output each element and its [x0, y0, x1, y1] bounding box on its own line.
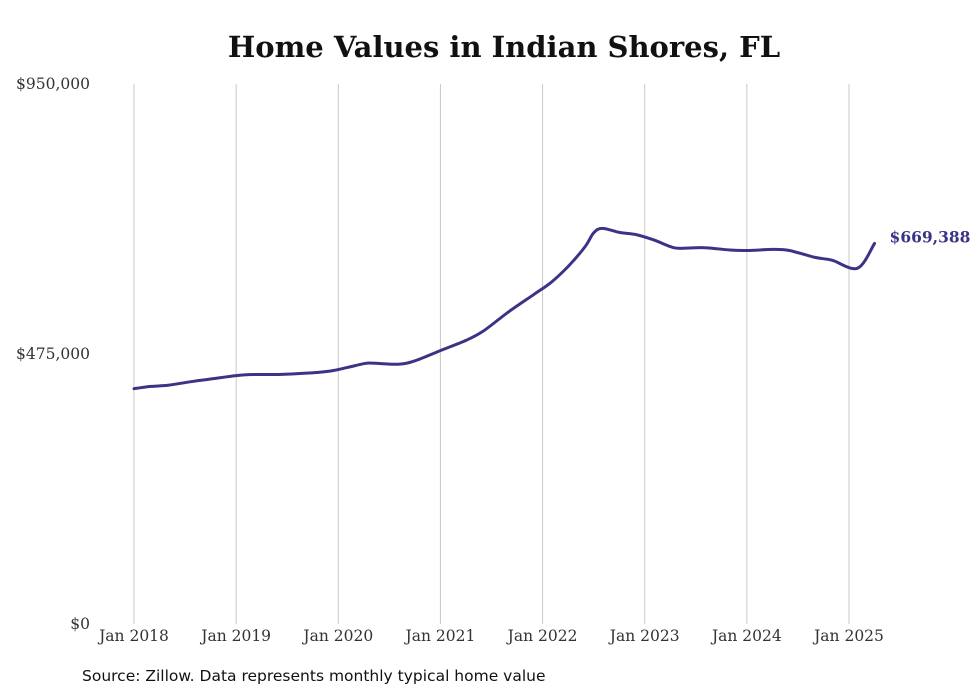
x-tick-label: Jan 2022: [506, 627, 578, 645]
x-axis-tick-labels: Jan 2018 Jan 2019 Jan 2020 Jan 2021 Jan 2022…: [97, 627, 884, 645]
grid-lines: [133, 84, 850, 624]
series-line: [132, 226, 876, 391]
x-tick-label: Jan 2018: [97, 627, 169, 645]
end-value-label: $669,388: [890, 228, 971, 247]
x-tick-label: Jan 2020: [301, 627, 373, 645]
x-tick-label: Jan 2023: [608, 627, 680, 645]
y-tick-label: $950,000: [16, 75, 90, 93]
source-note: Source: Zillow. Data represents monthly …: [82, 667, 546, 685]
x-tick-label: Jan 2019: [199, 627, 271, 645]
x-tick-label: Jan 2024: [710, 627, 782, 645]
y-tick-label: $475,000: [16, 345, 90, 363]
series-layer: $669,388: [132, 226, 971, 391]
x-tick-label: Jan 2025: [812, 627, 884, 645]
x-tick-label: Jan 2021: [404, 627, 476, 645]
y-axis-tick-labels: $0 $475,000 $950,000: [16, 75, 90, 633]
y-tick-label: $0: [70, 615, 90, 633]
chart-title: Home Values in Indian Shores, FL: [227, 30, 781, 64]
